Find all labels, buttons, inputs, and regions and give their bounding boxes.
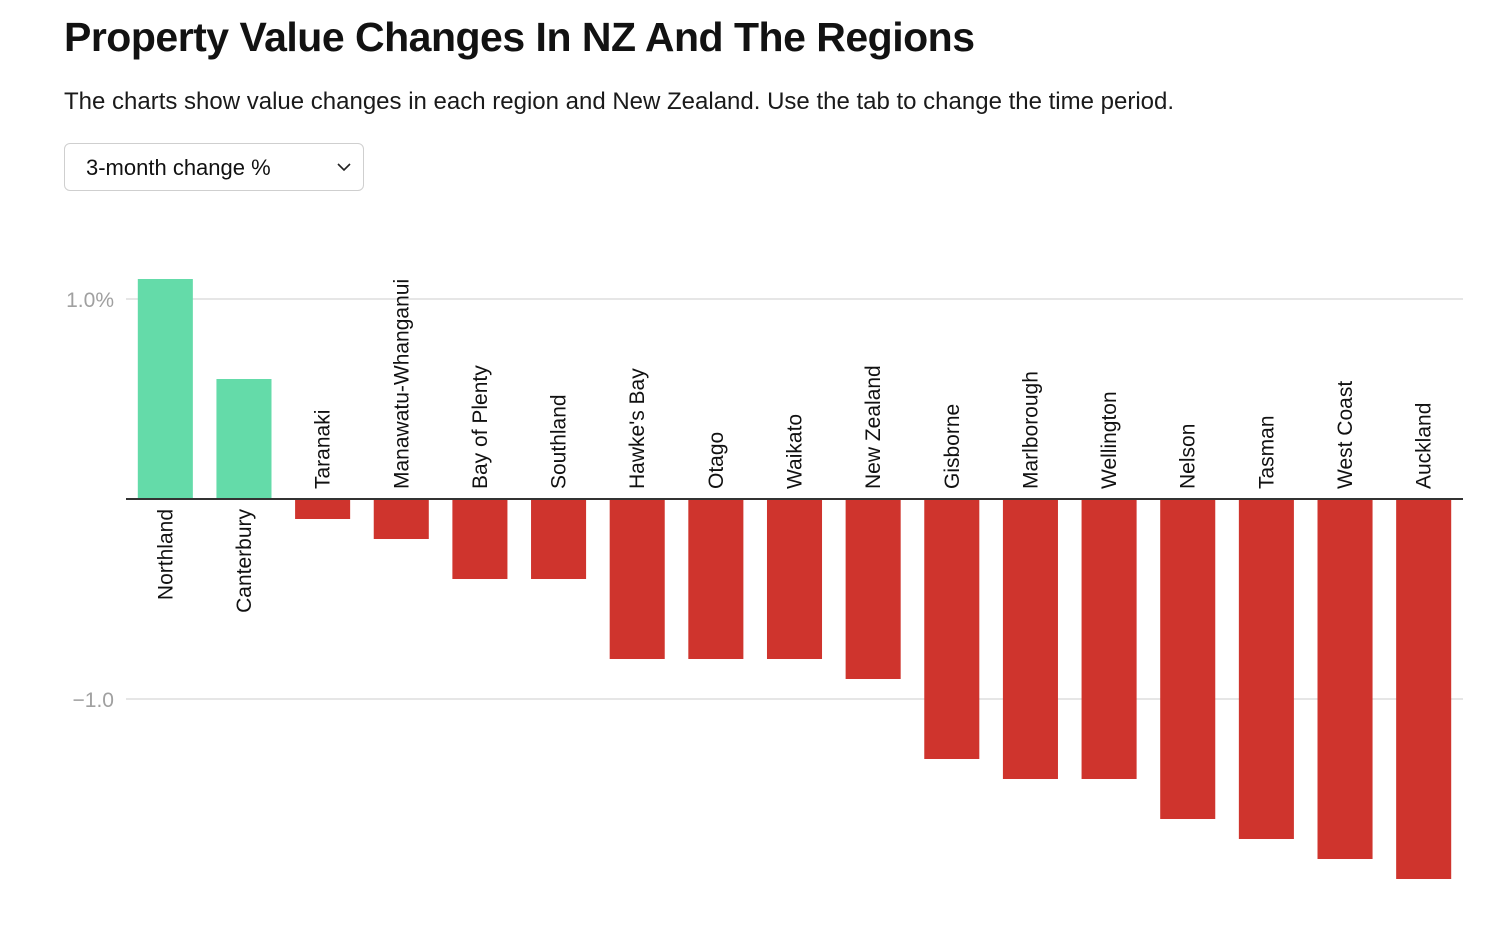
y-tick-label: −1.0 [73,689,114,712]
category-label: Waikato [784,414,807,489]
bar [924,500,980,759]
category-label: Southland [548,394,571,489]
category-label: West Coast [1334,381,1357,489]
page-subtitle: The charts show value changes in each re… [64,88,1175,115]
category-label: Nelson [1177,424,1200,489]
bar [1238,500,1294,839]
bar [452,500,508,579]
bar [845,500,901,679]
category-label: Tasman [1255,415,1278,489]
category-label: Northland [154,509,177,600]
category-label: Taranaki [312,410,335,489]
category-label: Bay of Plenty [469,365,492,489]
category-label: Manawatu-Whanganui [390,279,413,489]
category-label: Gisborne [941,404,964,489]
category-label: Wellington [1098,391,1121,489]
bar [1002,500,1058,779]
chevron-down-icon [337,163,351,172]
bar [295,500,351,519]
bar [688,500,744,659]
category-label: Marlborough [1019,371,1042,489]
bar [216,379,272,498]
category-label: New Zealand [862,365,885,489]
category-label: Auckland [1413,403,1436,489]
bar [1160,500,1216,819]
page-title: Property Value Changes In NZ And The Reg… [64,14,975,60]
bar [1396,500,1452,879]
period-select[interactable]: 3-month change % [64,143,364,191]
bar [373,500,429,539]
bar [609,500,665,659]
category-label: Hawke's Bay [626,368,649,489]
bar [1317,500,1373,859]
bar [137,279,193,498]
bar [766,500,823,659]
category-label: Canterbury [233,509,256,613]
category-label: Otago [705,432,728,489]
bar [531,500,587,579]
period-select-value: 3-month change % [86,155,271,180]
bar [1081,500,1137,779]
y-tick-label: 1.0% [66,289,114,312]
